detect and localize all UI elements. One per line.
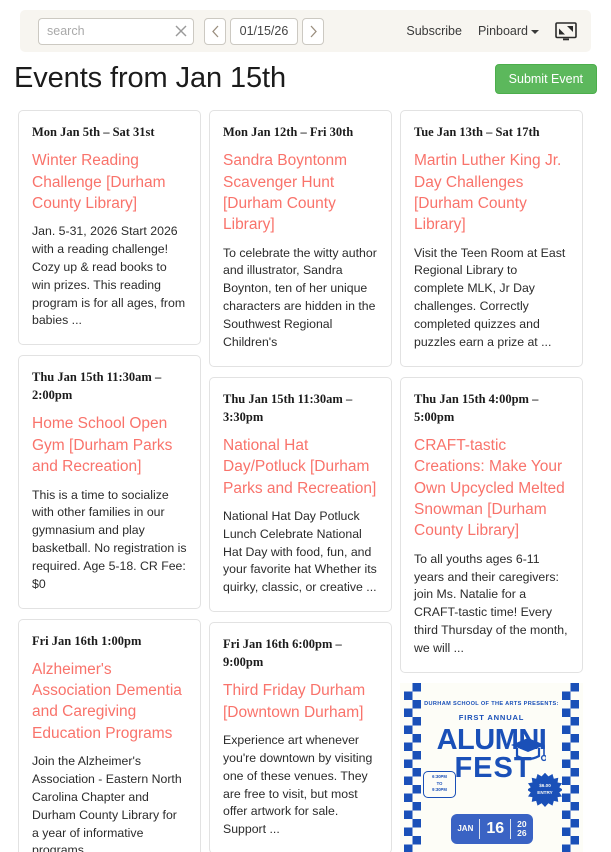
- poster-entry-badge: $6.00 ENTRY: [528, 772, 562, 807]
- event-date: Mon Jan 5th – Sat 31st: [32, 125, 155, 139]
- event-card[interactable]: Thu Jan 15th 11:30am – 3:30pm National Ha…: [209, 376, 392, 613]
- event-card[interactable]: Thu Jan 15th 4:00pm – 5:00pm CRAFT-tastic…: [400, 376, 583, 673]
- event-description: To all youths ages 6-11 years and their …: [414, 551, 568, 655]
- poster-content: DURHAM SCHOOL OF THE ARTS PRESENTS: FIRS…: [423, 687, 562, 852]
- event-date: Fri Jan 16th 1:00pm: [32, 633, 142, 648]
- event-title-link[interactable]: Home School Open Gym [Durham Parks and R…: [32, 415, 173, 476]
- poster-divider-2: [510, 818, 512, 839]
- event-date: Thu Jan 15th 4:00pm – 5:00pm: [414, 391, 539, 424]
- pinboard-label: Pinboard: [477, 24, 528, 38]
- graduation-cap-icon: [511, 737, 546, 761]
- date-display[interactable]: 01/15/26: [230, 17, 298, 45]
- events-board: Mon Jan 5th – Sat 31st Winter Reading Cha…: [18, 110, 596, 852]
- poster-first-annual: FIRST ANNUAL: [458, 712, 525, 722]
- event-card[interactable]: Mon Jan 12th – Fri 30th Sandra Boyntonm S…: [209, 110, 392, 367]
- event-title-link[interactable]: CRAFT-tastic Creations: Make Your Own Up…: [414, 436, 565, 540]
- poster-entry-price: $6.00: [539, 783, 551, 789]
- event-description: Visit the Teen Room at East Regional Lib…: [414, 245, 566, 349]
- poster-day: 16: [486, 819, 505, 837]
- page-title: Events from Jan 15th: [14, 62, 287, 95]
- poster-time-badge: 6:30PM TO 9:30PM: [423, 770, 456, 798]
- fullscreen-monitor-icon: [555, 21, 577, 40]
- event-date: Tue Jan 13th – Sat 17th: [414, 125, 540, 139]
- event-columns: Mon Jan 5th – Sat 31st Winter Reading Cha…: [18, 110, 596, 852]
- poster-checker-left: [404, 682, 421, 852]
- chevron-right-icon: [310, 25, 317, 37]
- event-title-link[interactable]: Winter Reading Challenge [Durham County …: [32, 152, 166, 212]
- event-title-link[interactable]: National Hat Day/Potluck [Durham Parks a…: [223, 436, 377, 497]
- x-icon: [175, 25, 186, 37]
- event-card[interactable]: Thu Jan 15th 11:30am – 2:00pm Home School…: [18, 355, 201, 609]
- poster-year-bottom: 26: [517, 827, 527, 838]
- search-input[interactable]: [38, 17, 168, 45]
- event-description: Experience art whenever you're downtown …: [223, 733, 373, 837]
- page-header: Events from Jan 15th Submit Event: [14, 58, 597, 100]
- event-date: Mon Jan 12th – Fri 30th: [223, 125, 354, 139]
- chevron-left-icon: [211, 25, 218, 37]
- event-title-link[interactable]: Third Friday Durham [Downtown Durham]: [223, 682, 366, 721]
- poster-fest-word: FEST: [454, 752, 533, 785]
- poster-date-banner: JAN 16 20 26: [451, 813, 533, 844]
- event-card[interactable]: Fri Jan 16th 1:00pm Alzheimer's Associati…: [18, 618, 201, 852]
- event-column-2: Mon Jan 12th – Fri 30th Sandra Boyntonm S…: [209, 110, 392, 852]
- poster-divider-1: [479, 818, 481, 839]
- event-column-1: Mon Jan 5th – Sat 31st Winter Reading Cha…: [18, 110, 201, 852]
- pinboard-dropdown[interactable]: Pinboard: [478, 24, 539, 38]
- event-title-link[interactable]: Alzheimer's Association Dementia and Car…: [32, 660, 182, 742]
- event-date: Thu Jan 15th 11:30am – 2:00pm: [32, 370, 162, 403]
- next-day-button[interactable]: [302, 17, 324, 45]
- poster-time-end: 9:30PM: [432, 787, 447, 793]
- event-description: This is a time to socialize with other f…: [32, 487, 187, 591]
- event-column-3: Tue Jan 13th – Sat 17th Martin Luther Kin…: [400, 110, 583, 852]
- chevron-down-icon: [531, 29, 539, 34]
- alumni-fest-poster[interactable]: DURHAM SCHOOL OF THE ARTS PRESENTS: FIRS…: [400, 682, 583, 852]
- poster-month: JAN: [457, 824, 474, 834]
- subscribe-link[interactable]: Subscribe: [406, 24, 462, 38]
- poster-time-to: TO: [436, 780, 443, 786]
- event-description: National Hat Day Potluck Lunch Celebrate…: [223, 508, 377, 595]
- search-group: [38, 17, 194, 45]
- event-title-link[interactable]: Sandra Boyntonm Scavenger Hunt [Durham C…: [223, 152, 348, 234]
- date-navigator: 01/15/26: [204, 17, 324, 45]
- poster-presents: DURHAM SCHOOL OF THE ARTS PRESENTS:: [424, 700, 559, 707]
- previous-day-button[interactable]: [204, 17, 226, 45]
- event-card[interactable]: Fri Jan 16th 6:00pm – 9:00pm Third Friday…: [209, 622, 392, 852]
- event-description: Jan. 5-31, 2026 Start 2026 with a readin…: [32, 224, 186, 328]
- poster-checker-right: [562, 682, 579, 852]
- event-date: Fri Jan 16th 6:00pm – 9:00pm: [223, 637, 342, 670]
- fullscreen-button[interactable]: [555, 21, 577, 41]
- poster-year: 20 26: [511, 820, 532, 837]
- poster-entry-label: ENTRY: [537, 789, 553, 795]
- event-description: Join the Alzheimer's Association - Easte…: [32, 754, 182, 852]
- event-title-link[interactable]: Martin Luther King Jr. Day Challenges [D…: [414, 152, 562, 234]
- toolbar-actions: Subscribe Pinboard: [406, 21, 579, 41]
- submit-event-button[interactable]: Submit Event: [494, 63, 597, 95]
- poster-year-top: 20: [517, 819, 527, 830]
- top-toolbar: 01/15/26 Subscribe Pinboard: [20, 10, 591, 52]
- event-description: To celebrate the witty author and illust…: [223, 245, 377, 349]
- event-card[interactable]: Tue Jan 13th – Sat 17th Martin Luther Kin…: [400, 110, 583, 367]
- event-date: Thu Jan 15th 11:30am – 3:30pm: [223, 391, 353, 424]
- event-poster-card[interactable]: DURHAM SCHOOL OF THE ARTS PRESENTS: FIRS…: [400, 682, 583, 852]
- event-card[interactable]: Mon Jan 5th – Sat 31st Winter Reading Cha…: [18, 110, 201, 346]
- clear-search-button[interactable]: [168, 17, 194, 45]
- poster-time-start: 6:30PM: [432, 774, 447, 780]
